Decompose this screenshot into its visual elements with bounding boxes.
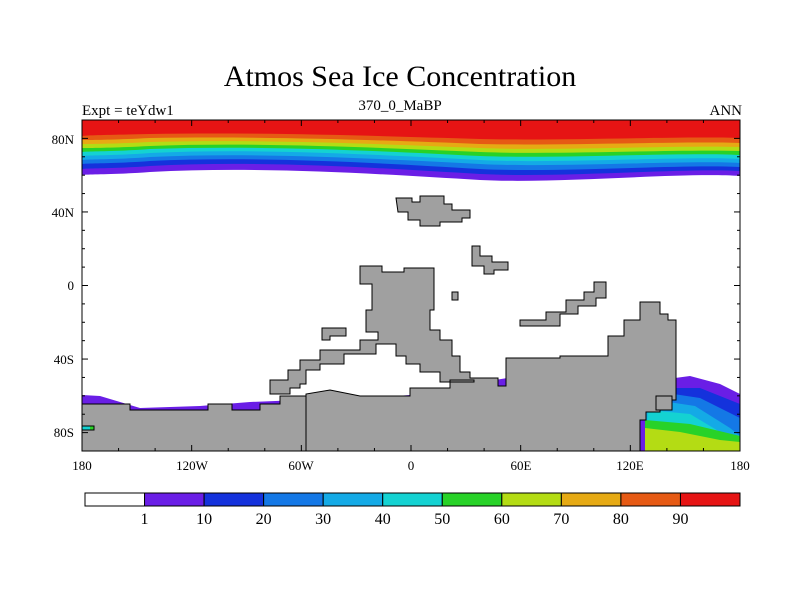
colorbar-box — [679, 492, 741, 507]
x-tick-label: 180 — [72, 458, 92, 473]
colorbar-label: 20 — [256, 511, 272, 528]
x-tick-label: 120W — [176, 458, 209, 473]
colorbar-box — [620, 492, 681, 507]
land-gondwana — [269, 265, 677, 451]
colorbar-box — [501, 492, 562, 507]
land-east-small — [655, 395, 673, 411]
y-tick-labels: 80N 40N 0 40S 80S — [52, 132, 75, 440]
land-small-2 — [451, 291, 459, 301]
colorbar-box — [144, 492, 205, 507]
axis-ticks — [81, 119, 741, 452]
y-tick-label: 0 — [68, 278, 75, 293]
map-area — [82, 120, 740, 451]
x-tick-label: 120E — [616, 458, 644, 473]
experiment-label: Expt = teYdw1 — [82, 103, 174, 119]
north-ice-bands — [82, 120, 740, 181]
y-tick-label: 40N — [52, 205, 75, 220]
land-east-strip — [519, 281, 607, 327]
colorbar-box — [263, 492, 324, 507]
land-south-west — [82, 395, 307, 451]
colorbar: 1 10 20 30 40 50 60 70 80 90 — [84, 492, 741, 528]
x-tick-label: 60E — [511, 458, 532, 473]
colorbar-label: 80 — [613, 511, 629, 528]
land-small-1 — [471, 245, 509, 275]
colorbar-box — [203, 492, 265, 507]
colorbar-label: 40 — [375, 511, 391, 528]
colorbar-label: 1 — [141, 511, 149, 528]
y-tick-label: 80S — [54, 425, 74, 440]
land-small-3 — [321, 327, 347, 341]
colorbar-label: 50 — [434, 511, 450, 528]
colorbar-box — [382, 492, 443, 507]
x-tick-labels: 180 120W 60W 0 60E 120E 180 — [72, 458, 750, 473]
season-label: ANN — [709, 103, 743, 119]
colorbar-label: 90 — [672, 511, 688, 528]
chart-title: Atmos Sea Ice Concentration — [223, 60, 577, 93]
colorbar-box — [441, 492, 503, 507]
y-tick-label: 80N — [52, 132, 75, 147]
x-tick-label: 60W — [288, 458, 314, 473]
land — [82, 195, 677, 451]
colorbar-label: 10 — [196, 511, 212, 528]
x-tick-label: 180 — [730, 458, 750, 473]
x-tick-label: 0 — [408, 458, 415, 473]
colorbar-label: 70 — [553, 511, 569, 528]
y-tick-label: 40S — [54, 352, 74, 367]
colorbar-box — [560, 492, 622, 507]
colorbar-label: 60 — [494, 511, 510, 528]
colorbar-box — [322, 492, 384, 507]
chart-subtitle: 370_0_MaBP — [358, 98, 442, 114]
ice-band-90 — [82, 120, 740, 140]
land-laurussia — [395, 195, 471, 227]
colorbar-label: 30 — [315, 511, 331, 528]
colorbar-box — [84, 492, 146, 507]
